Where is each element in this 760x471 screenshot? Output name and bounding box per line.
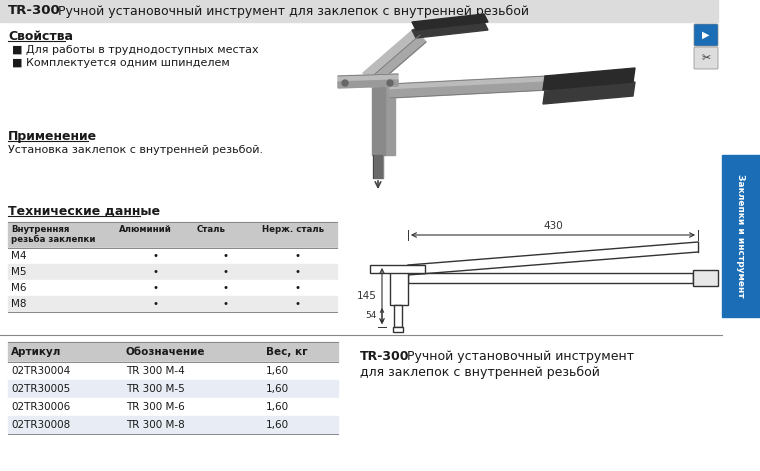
Circle shape (342, 80, 348, 86)
Text: ■ Комплектуется одним шпинделем: ■ Комплектуется одним шпинделем (12, 58, 230, 68)
Polygon shape (373, 155, 383, 178)
Text: 54: 54 (366, 311, 377, 320)
Text: М4: М4 (11, 251, 27, 261)
Bar (394, 305, 402, 327)
Polygon shape (372, 85, 385, 155)
Polygon shape (543, 68, 635, 90)
Polygon shape (412, 14, 488, 30)
Text: Установка заклепок с внутренней резьбой.: Установка заклепок с внутренней резьбой. (8, 145, 263, 155)
Polygon shape (368, 35, 426, 87)
Text: Ручной установочный инструмент для заклепок с внутренней резьбой: Ручной установочный инструмент для закле… (54, 4, 529, 17)
Bar (0, 0, 718, 22)
FancyBboxPatch shape (694, 24, 718, 46)
Bar (8, 362, 338, 380)
Polygon shape (338, 74, 398, 84)
Text: М6: М6 (11, 283, 27, 293)
Bar (8, 264, 337, 280)
Bar (8, 222, 337, 248)
Bar (8, 416, 338, 434)
Text: 1,60: 1,60 (266, 420, 289, 430)
Text: Ручной установочный инструмент: Ручной установочный инструмент (403, 350, 634, 363)
Text: •: • (223, 299, 229, 309)
Text: Заклепки и инструмент: Заклепки и инструмент (736, 174, 746, 298)
Polygon shape (363, 28, 420, 80)
Text: ✂: ✂ (701, 53, 711, 63)
Text: •: • (152, 299, 158, 309)
Text: 430: 430 (543, 221, 563, 231)
Text: •: • (152, 267, 158, 277)
Polygon shape (408, 242, 698, 275)
Text: TR 300 M-6: TR 300 M-6 (126, 402, 185, 412)
Text: 02TR30006: 02TR30006 (11, 402, 70, 412)
Text: Свойства: Свойства (8, 30, 73, 43)
Polygon shape (543, 82, 635, 104)
Polygon shape (390, 76, 548, 90)
Text: TR-300: TR-300 (360, 350, 410, 363)
Bar (8, 342, 338, 362)
Text: М5: М5 (11, 267, 27, 277)
Text: •: • (152, 283, 158, 293)
Text: TR 300 M-8: TR 300 M-8 (126, 420, 185, 430)
Text: •: • (223, 251, 229, 261)
Text: ■ Для работы в труднодоступных местах: ■ Для работы в труднодоступных местах (12, 45, 258, 55)
Text: •: • (295, 283, 301, 293)
Bar (8, 380, 338, 398)
FancyBboxPatch shape (694, 47, 718, 69)
Bar (370, 265, 425, 273)
Polygon shape (412, 22, 488, 38)
Circle shape (387, 80, 393, 86)
Text: 02TR30005: 02TR30005 (11, 384, 70, 394)
Text: Нерж. сталь: Нерж. сталь (262, 225, 324, 234)
Polygon shape (370, 78, 395, 87)
Text: •: • (223, 283, 229, 293)
Bar (8, 296, 337, 312)
Text: 02TR30008: 02TR30008 (11, 420, 70, 430)
Text: М8: М8 (11, 299, 27, 309)
Text: Артикул: Артикул (11, 347, 62, 357)
Text: Технические данные: Технические данные (8, 205, 160, 218)
Text: 1,60: 1,60 (266, 366, 289, 376)
Text: ▶: ▶ (702, 30, 710, 40)
Text: •: • (152, 251, 158, 261)
Text: Вес, кг: Вес, кг (266, 347, 308, 357)
Text: •: • (223, 267, 229, 277)
Bar (8, 280, 337, 296)
Bar (693, 270, 718, 286)
Text: Сталь: Сталь (197, 225, 226, 234)
Bar (722, 155, 760, 317)
Text: •: • (295, 267, 301, 277)
Text: Внутренняя
резьба заклепки: Внутренняя резьба заклепки (11, 225, 96, 244)
Bar (8, 248, 337, 264)
Polygon shape (338, 80, 398, 88)
Bar (393, 327, 403, 332)
Bar (408, 273, 693, 283)
Bar (390, 270, 408, 305)
Polygon shape (385, 78, 395, 155)
Text: 1,60: 1,60 (266, 402, 289, 412)
Text: Алюминий: Алюминий (119, 225, 172, 234)
Text: Обозначение: Обозначение (126, 347, 205, 357)
Text: Применение: Применение (8, 130, 97, 143)
Text: для заклепок с внутренней резьбой: для заклепок с внутренней резьбой (360, 366, 600, 379)
Text: 1,60: 1,60 (266, 384, 289, 394)
Text: TR-300: TR-300 (8, 5, 61, 17)
Text: •: • (295, 299, 301, 309)
Polygon shape (390, 82, 548, 98)
Text: 02TR30004: 02TR30004 (11, 366, 70, 376)
Text: •: • (295, 251, 301, 261)
Text: 145: 145 (357, 291, 377, 301)
Text: TR 300 M-5: TR 300 M-5 (126, 384, 185, 394)
Text: TR 300 M-4: TR 300 M-4 (126, 366, 185, 376)
Bar (8, 398, 338, 416)
